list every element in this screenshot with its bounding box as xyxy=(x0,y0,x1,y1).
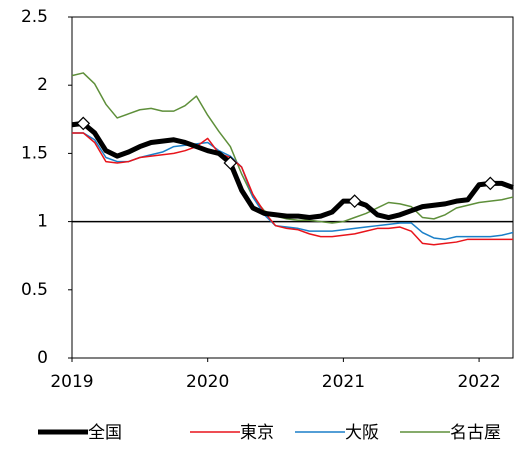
legend-label: 全国 xyxy=(88,423,122,443)
y-tick-label: 0.5 xyxy=(21,280,48,300)
x-tick-label: 2021 xyxy=(322,372,365,392)
y-tick-label: 2.5 xyxy=(21,7,48,27)
plot-frame xyxy=(71,16,514,359)
series-line xyxy=(71,72,514,224)
x-tick-label: 2019 xyxy=(50,372,93,392)
y-tick-label: 1.5 xyxy=(21,143,48,163)
legend-label: 名古屋 xyxy=(450,423,501,443)
point-marker xyxy=(483,176,498,191)
y-tick-label: 0 xyxy=(37,348,48,368)
x-tick-label: 2022 xyxy=(457,372,500,392)
point-marker xyxy=(223,156,238,170)
series-line xyxy=(72,132,513,246)
x-tick-label: 2020 xyxy=(186,372,229,392)
y-tick-label: 1 xyxy=(37,212,48,232)
y-tick-label: 2 xyxy=(37,75,48,95)
legend-label: 大阪 xyxy=(345,423,379,443)
point-marker xyxy=(347,194,362,208)
point-marker xyxy=(76,116,91,131)
legend-label: 東京 xyxy=(240,423,274,443)
series-line xyxy=(71,120,514,221)
